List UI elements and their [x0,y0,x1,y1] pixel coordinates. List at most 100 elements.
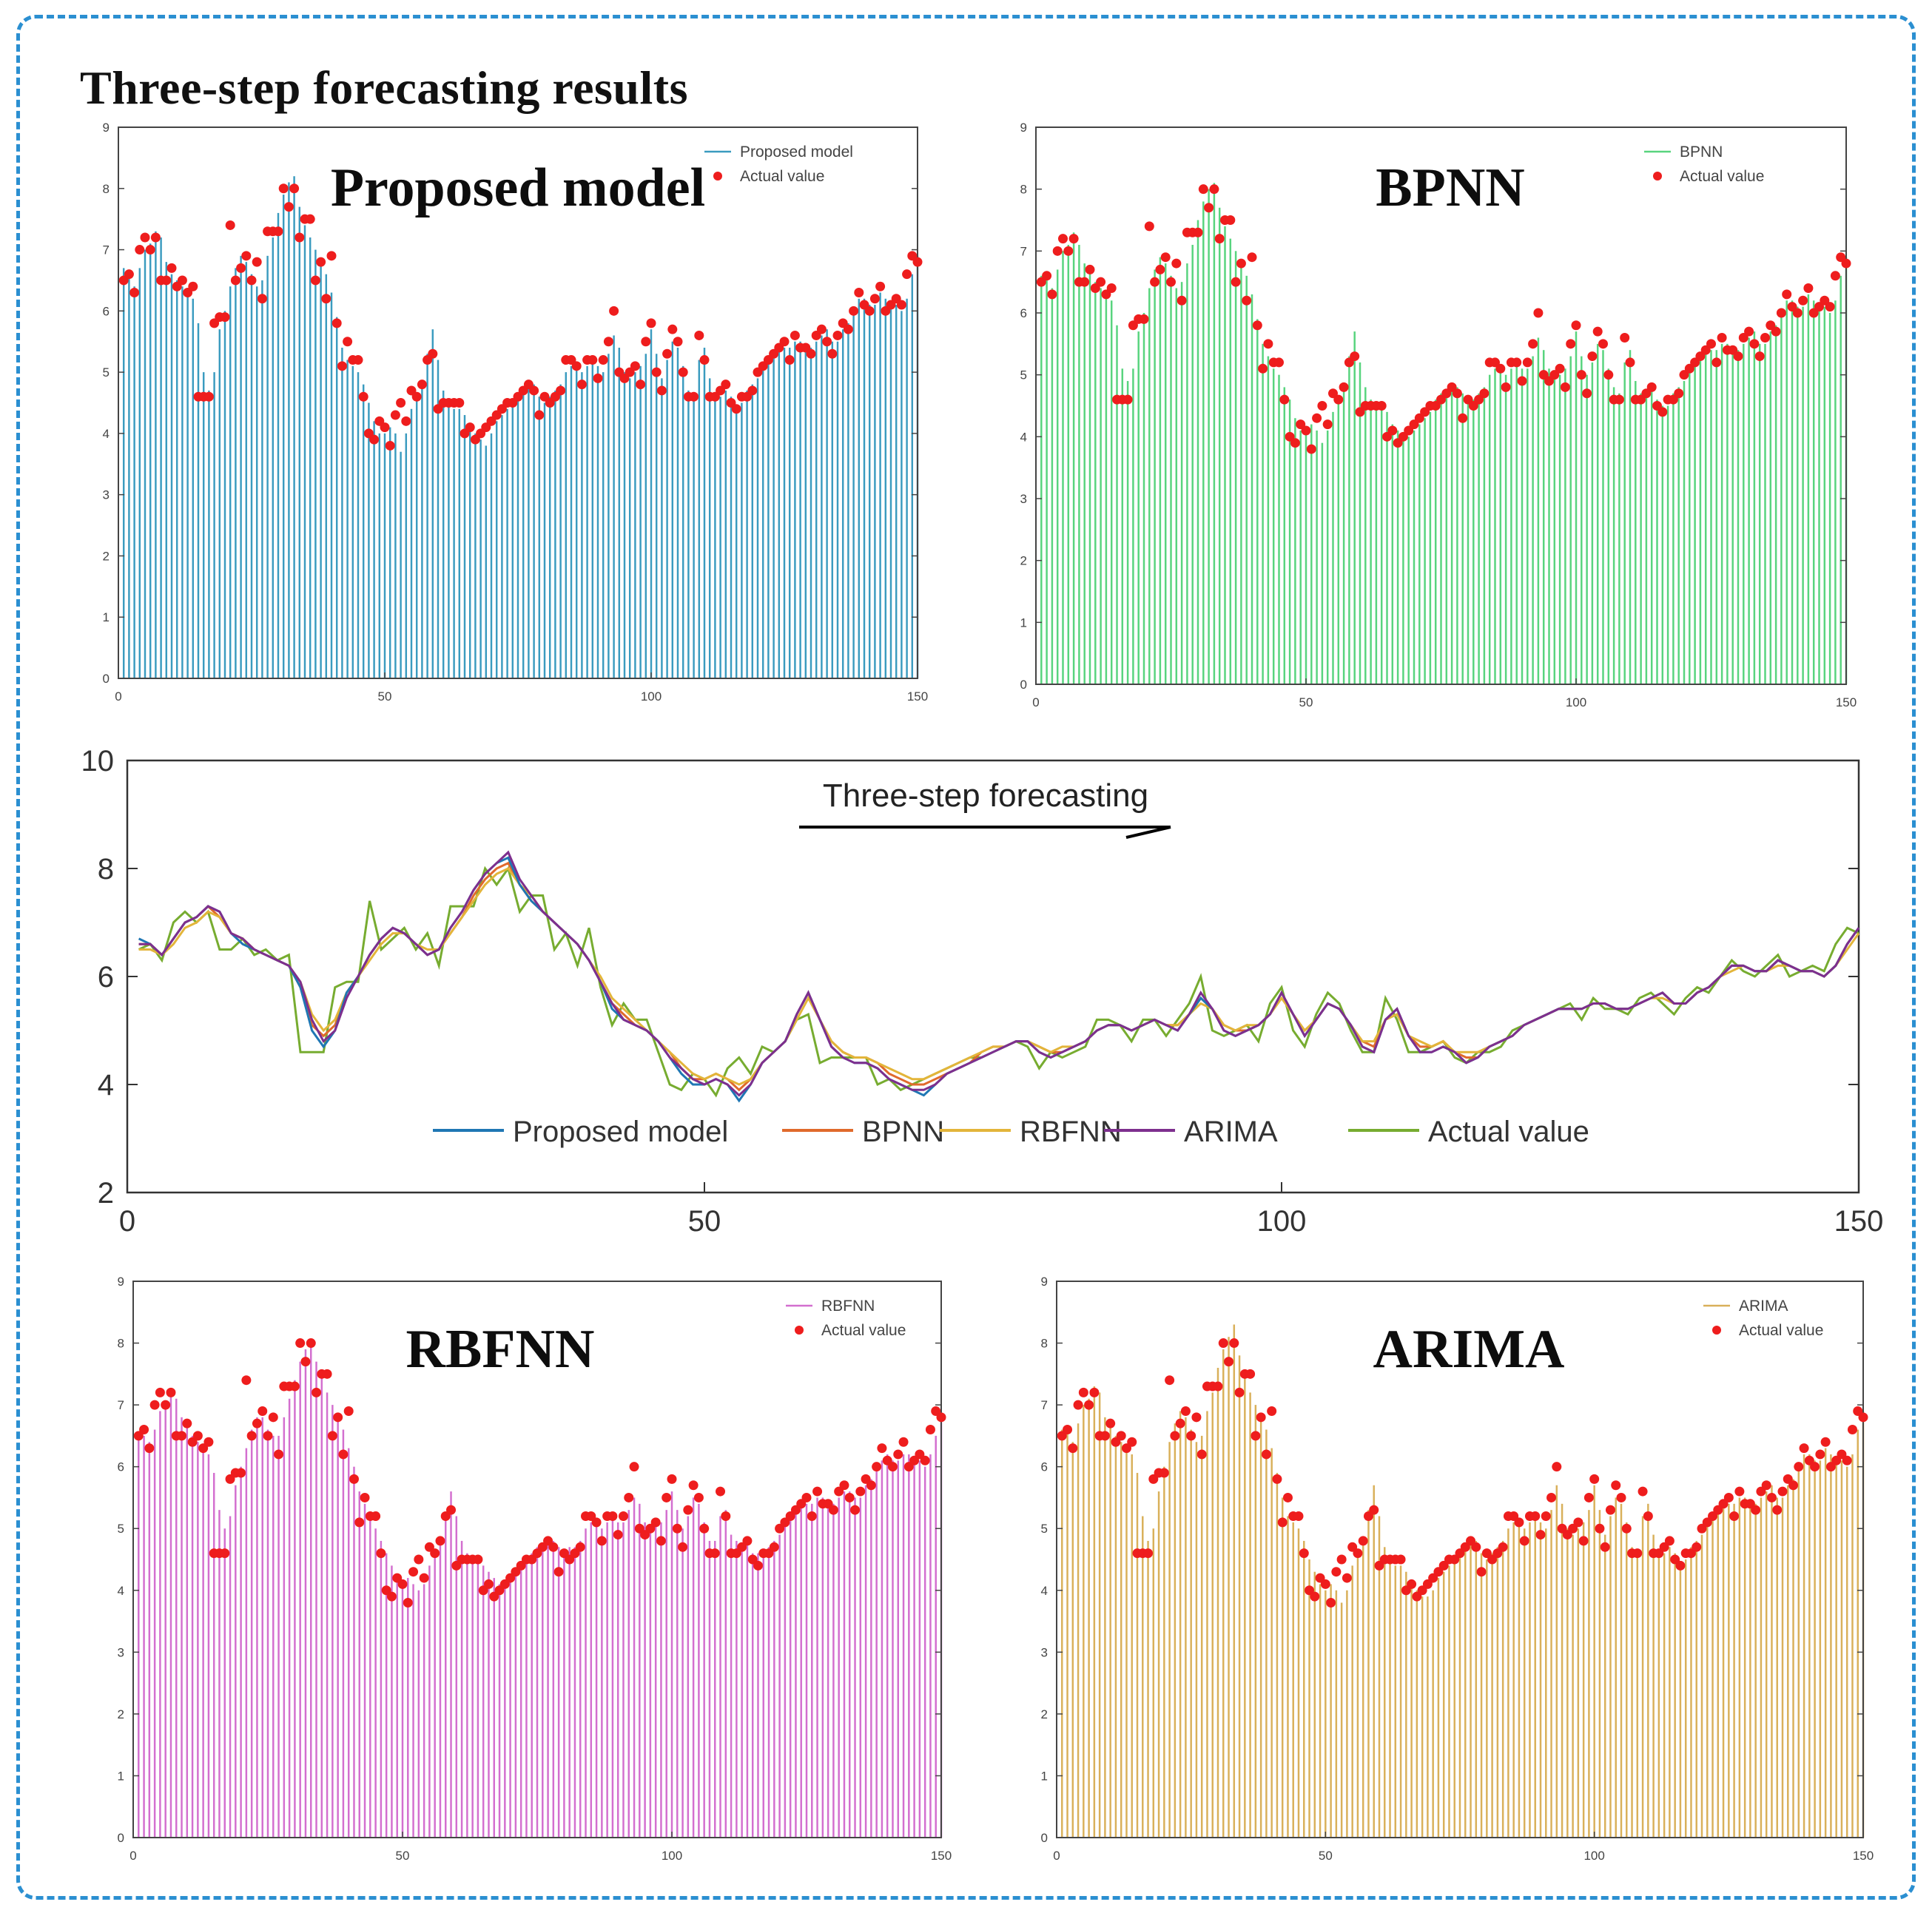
arima-actual-marker [1799,1443,1809,1454]
rbfnn-actual-marker [877,1443,887,1454]
arima-chart-group: 0 1 2 3 4 5 6 7 8 9 0 50 100 150 ARIMA Actual value ARIM… [1041,1275,1874,1863]
proposed-xtick-label: 0 [115,689,121,704]
rbfnn-bar [778,1534,781,1838]
rbfnn-bar [751,1553,754,1838]
arima-bar [1174,1423,1177,1838]
bpnn-actual-marker [1798,295,1808,306]
rbfnn-actual-marker [505,1573,516,1583]
rbfnn-bar [730,1534,733,1838]
bpnn-bar [1283,387,1286,684]
bpnn-actual-marker [1495,363,1506,374]
rbfnn-actual-marker [785,1511,795,1522]
rbfnn-actual-marker [747,1554,758,1565]
arima-bar [1104,1417,1106,1838]
bpnn-actual-marker [1447,382,1457,392]
line-chart-ytick-label: 6 [98,961,114,994]
rbfnn-actual-marker [629,1462,639,1472]
proposed-bar [661,378,663,678]
arima-actual-marker [1643,1511,1653,1522]
proposed-actual-marker [689,391,699,402]
arima-actual-marker [1068,1443,1078,1454]
bpnn-legend-marker [1653,172,1662,181]
rbfnn-actual-marker [607,1511,618,1522]
bpnn-actual-marker [1290,438,1300,448]
arima-actual-marker [1621,1523,1632,1534]
rbfnn-bar [191,1435,194,1838]
arima-bar [1738,1497,1741,1838]
arima-bar [1179,1411,1182,1838]
bpnn-actual-marker [1814,302,1824,312]
bpnn-actual-marker [1474,394,1484,405]
arima-bar [1287,1516,1289,1838]
rbfnn-actual-marker [850,1505,861,1515]
proposed-actual-marker [721,380,731,390]
rbfnn-actual-marker [295,1338,306,1349]
arima-bar [1572,1534,1574,1838]
rbfnn-actual-marker [177,1431,187,1441]
proposed-actual-marker [241,251,252,261]
rbfnn-actual-marker [440,1511,451,1522]
rbfnn-bar [385,1553,388,1838]
bpnn-actual-marker [1603,370,1614,380]
proposed-bar [708,378,711,678]
arima-bar [1652,1534,1655,1838]
arima-actual-marker [1546,1492,1557,1502]
arima-bar [1211,1392,1214,1838]
bpnn-actual-marker [1285,431,1295,442]
rbfnn-actual-marker [446,1505,457,1515]
rbfnn-bar [439,1540,442,1838]
arima-legend-label: ARIMA [1739,1298,1788,1315]
arima-bar [1270,1448,1273,1838]
bpnn-bar [1818,306,1820,684]
proposed-bar [575,365,578,678]
bpnn-actual-marker [1825,302,1835,312]
proposed-actual-marker [236,263,246,273]
arima-actual-marker [1583,1492,1594,1502]
proposed-actual-marker [177,275,187,286]
rbfnn-actual-marker [354,1517,365,1528]
bpnn-bar [1807,294,1810,684]
bpnn-bar [1521,368,1524,684]
arima-actual-marker [1089,1387,1100,1397]
bpnn-bar [1072,232,1075,684]
bpnn-actual-marker [1333,394,1344,405]
arima-bar [1792,1479,1794,1838]
arima-actual-marker [1127,1437,1137,1447]
bpnn-actual-marker [1441,388,1452,399]
proposed-actual-marker [390,410,400,420]
arima-bar [1254,1405,1257,1838]
arima-bar [1690,1547,1692,1838]
proposed-bar [874,305,876,678]
arima-bar [1593,1485,1595,1838]
proposed-actual-marker [588,355,598,365]
arima-actual-marker [1476,1567,1487,1577]
bpnn-bar [1386,411,1388,684]
bpnn-actual-marker [1711,357,1722,368]
arima-actual-marker [1213,1381,1223,1392]
arima-bar [1206,1411,1208,1838]
proposed-actual-marker [161,275,172,286]
arima-bar [1222,1349,1225,1838]
rbfnn-bar [585,1528,587,1838]
line-chart-xtick-label: 0 [119,1205,135,1238]
bpnn-bar [1402,436,1404,684]
rbfnn-ytick-label: 1 [118,1769,124,1783]
arima-actual-marker [1229,1338,1239,1349]
rbfnn-bar [396,1578,398,1838]
rbfnn-actual-marker [499,1579,510,1589]
arima-bar [1609,1516,1612,1838]
arima-actual-marker [1256,1412,1266,1423]
proposed-actual-marker [731,404,741,414]
bpnn-ytick-label: 7 [1020,244,1027,258]
arima-bar [1335,1590,1338,1838]
rbfnn-actual-marker [613,1530,623,1540]
rbfnn-bar [821,1497,824,1838]
proposed-bar [565,372,568,678]
bpnn-bar [1683,381,1686,684]
rbfnn-bar [412,1584,414,1838]
arima-ytick-label: 6 [1041,1460,1048,1474]
proposed-bar [240,255,242,678]
proposed-bar [639,365,642,678]
rbfnn-actual-marker [392,1573,403,1583]
bpnn-bar [1396,430,1399,684]
